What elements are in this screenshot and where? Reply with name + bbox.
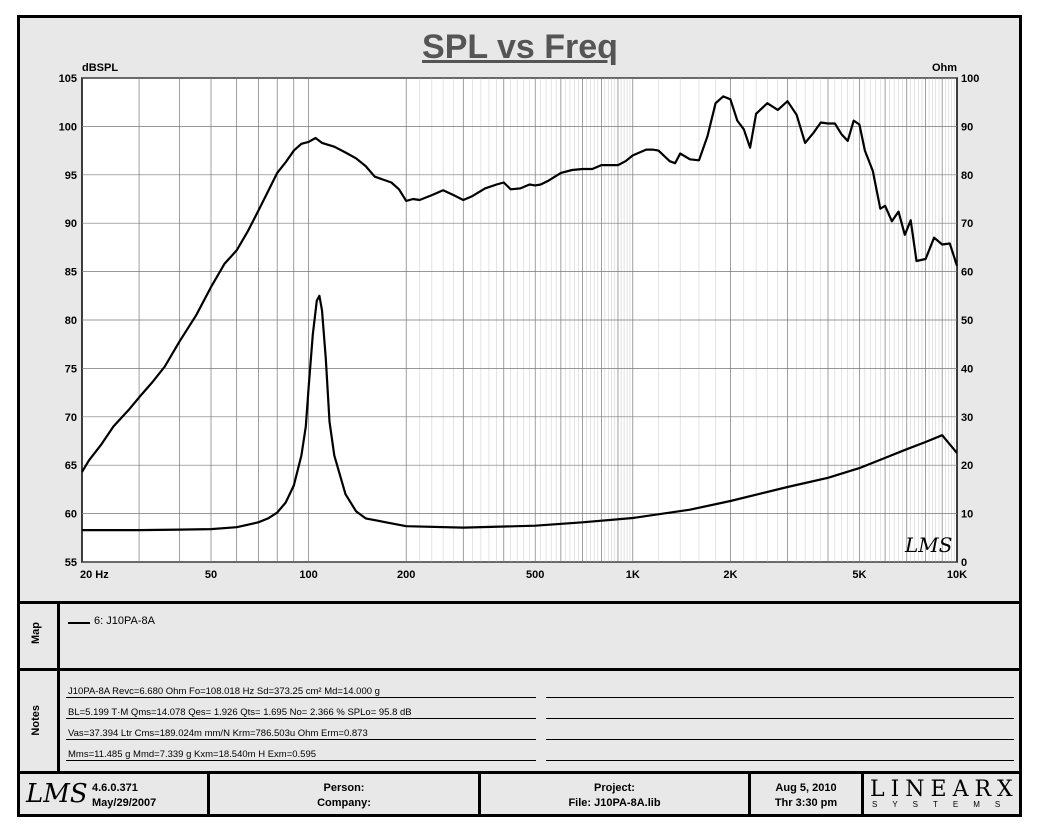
legend-divider xyxy=(17,668,1022,671)
y-left-tick-label: 95 xyxy=(65,170,77,182)
y-left-tick-label: 85 xyxy=(65,267,77,279)
company-label: Company: xyxy=(317,797,371,809)
notes-panel-divider xyxy=(57,668,60,774)
y-right-tick-label: 40 xyxy=(961,363,973,375)
footer-divider xyxy=(207,771,210,817)
map-panel-divider xyxy=(57,601,60,671)
chart-divider xyxy=(17,601,1022,604)
chart-title: SPL vs Freq xyxy=(422,28,618,66)
x-tick-label: 10K xyxy=(947,569,967,581)
note-rule xyxy=(546,718,1014,719)
legend-swatch xyxy=(68,622,90,624)
right-axis-ticks: 0 10 20 30 40 50 60 70 80 90 100 xyxy=(961,73,979,569)
x-tick-label: 1K xyxy=(626,569,640,581)
left-axis-label: dBSPL xyxy=(82,62,118,74)
x-tick-label: 100 xyxy=(299,569,317,581)
legend-entry: 6: J10PA-8A xyxy=(94,615,155,627)
grid xyxy=(82,77,957,563)
series-line-impedance xyxy=(82,294,958,532)
series-lines xyxy=(81,95,959,532)
date-label: Aug 5, 2010 xyxy=(775,782,837,794)
person-label: Person: xyxy=(323,782,365,794)
x-tick-label: 2K xyxy=(723,569,737,581)
note-rule xyxy=(66,697,536,698)
y-left-tick-label: 100 xyxy=(59,121,77,133)
note-rule xyxy=(546,739,1014,740)
y-right-tick-label: 50 xyxy=(961,315,973,327)
x-tick-label: 20 Hz xyxy=(80,569,109,581)
x-tick-label: 500 xyxy=(526,569,544,581)
y-left-tick-label: 90 xyxy=(65,218,77,230)
y-left-tick-label: 60 xyxy=(65,509,77,521)
note-rule xyxy=(66,739,536,740)
footer-divider xyxy=(861,771,864,817)
y-right-tick-label: 10 xyxy=(961,509,973,521)
watermark: LMS xyxy=(904,533,952,557)
x-axis-ticks: 20 Hz 50 100 200 500 1K 2K 5K 10K xyxy=(80,569,967,581)
y-left-tick-label: 55 xyxy=(65,557,77,569)
note-line-2: BL=5.199 T·M Qms=14.078 Qes= 1.926 Qts= … xyxy=(68,707,412,718)
footer-divider xyxy=(748,771,751,817)
map-panel-label: Map xyxy=(30,622,42,644)
project-label: Project: xyxy=(594,782,635,794)
note-rule xyxy=(546,697,1014,698)
y-right-tick-label: 0 xyxy=(961,557,967,569)
y-left-tick-label: 105 xyxy=(59,73,77,85)
x-tick-label: 50 xyxy=(205,569,217,581)
note-rule xyxy=(66,760,536,761)
spl-chart: 55 60 65 70 75 80 85 90 95 100 105 0 10 20 30 40 50 60 70… xyxy=(59,62,980,581)
x-tick-label: 5K xyxy=(852,569,866,581)
lms-logo: LMS xyxy=(26,779,88,809)
version-date: May/29/2007 xyxy=(92,797,157,809)
left-axis-ticks: 55 60 65 70 75 80 85 90 95 100 105 xyxy=(59,73,77,569)
y-right-tick-label: 20 xyxy=(961,460,973,472)
note-line-1: J10PA-8A Revc=6.680 Ohm Fo=108.018 Hz Sd… xyxy=(68,686,380,697)
y-left-tick-label: 70 xyxy=(65,412,77,424)
y-left-tick-label: 65 xyxy=(65,460,77,472)
x-tick-label: 200 xyxy=(397,569,415,581)
y-right-tick-label: 80 xyxy=(961,170,973,182)
footer-divider xyxy=(478,771,481,817)
note-rule xyxy=(546,760,1014,761)
y-right-tick-label: 90 xyxy=(961,121,973,133)
notes-panel-label: Notes xyxy=(30,705,42,736)
right-axis-label: Ohm xyxy=(932,62,957,74)
note-rule xyxy=(66,718,536,719)
note-line-3: Vas=37.394 Ltr Cms=189.024m mm/N Krm=786… xyxy=(68,728,368,739)
version: 4.6.0.371 xyxy=(92,782,138,794)
y-left-tick-label: 75 xyxy=(65,363,77,375)
file-label: File: J10PA-8A.lib xyxy=(568,797,661,809)
linearx-logo: LINEARX xyxy=(870,777,1019,802)
time-label: Thr 3:30 pm xyxy=(774,797,838,809)
linearx-subtitle: SYSTEMS xyxy=(872,800,1016,809)
notes-divider xyxy=(17,771,1022,774)
series-line-spl xyxy=(81,95,959,473)
y-right-tick-label: 100 xyxy=(961,73,979,85)
note-line-4: Mms=11.485 g Mmd=7.339 g Kxm=18.540m H E… xyxy=(68,749,317,760)
y-right-tick-label: 60 xyxy=(961,267,973,279)
y-right-tick-label: 30 xyxy=(961,412,973,424)
y-right-tick-label: 70 xyxy=(961,218,973,230)
y-left-tick-label: 80 xyxy=(65,315,77,327)
